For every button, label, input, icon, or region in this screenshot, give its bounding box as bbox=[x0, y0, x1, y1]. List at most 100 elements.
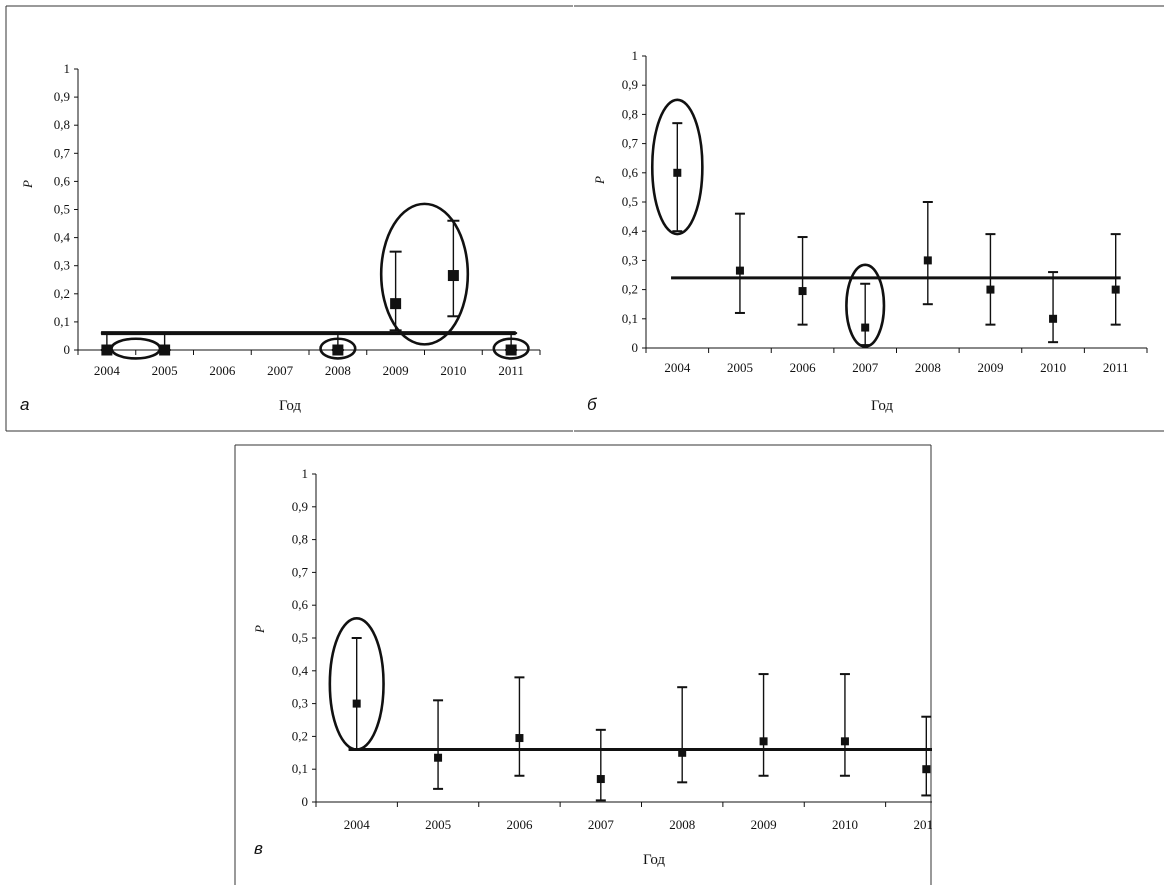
data-point bbox=[434, 753, 443, 762]
y-tick-label: 0,4 bbox=[622, 223, 639, 238]
x-tick-label: 2006 bbox=[506, 817, 533, 832]
y-tick-label: 0,1 bbox=[622, 311, 638, 326]
data-point bbox=[922, 765, 931, 774]
data-point bbox=[759, 737, 768, 746]
x-tick-label: 2008 bbox=[669, 817, 695, 832]
y-tick-label: 0,2 bbox=[622, 282, 638, 297]
x-tick-label: 2009 bbox=[751, 817, 777, 832]
y-tick-label: 0,3 bbox=[622, 252, 638, 267]
data-point bbox=[332, 344, 344, 356]
data-point bbox=[447, 270, 459, 282]
y-tick-label: 0,5 bbox=[54, 202, 70, 217]
panel-letter: а bbox=[20, 395, 29, 414]
highlight-ellipse bbox=[110, 337, 162, 360]
x-tick-label: 2006 bbox=[790, 360, 817, 375]
chart-panel-c: 0 0,1 0,2 0,3 0,4 0,5 0,6 0,7 0,8 0,9 1 2004 2005 200… bbox=[234, 444, 932, 886]
y-tick-label: 0,8 bbox=[622, 106, 638, 121]
data-point bbox=[505, 344, 517, 356]
y-tick-label: 0,3 bbox=[292, 696, 308, 711]
x-tick-label: 2005 bbox=[727, 360, 753, 375]
x-axis-title: Год bbox=[643, 852, 665, 868]
highlight-ellipse bbox=[650, 98, 704, 236]
x-tick-label: 2010 bbox=[832, 817, 858, 832]
data-point bbox=[840, 737, 849, 746]
x-tick-label: 2007 bbox=[588, 817, 615, 832]
y-tick-label: 0,6 bbox=[54, 173, 71, 188]
y-axis-title: P bbox=[592, 176, 607, 185]
data-point bbox=[1049, 314, 1058, 323]
data-point bbox=[861, 323, 870, 332]
data-point bbox=[678, 748, 687, 757]
data-point bbox=[390, 298, 402, 310]
y-tick-label: 0,7 bbox=[54, 145, 71, 160]
data-point bbox=[596, 775, 605, 784]
data-point bbox=[923, 256, 932, 265]
x-axis-title: Год bbox=[871, 398, 893, 414]
y-axis-title: P bbox=[20, 180, 35, 189]
y-tick-label: 0,9 bbox=[292, 499, 308, 514]
data-point bbox=[735, 266, 744, 275]
x-tick-label: 2011 bbox=[914, 817, 932, 832]
x-tick-label: 2007 bbox=[267, 363, 294, 378]
y-tick-label: 0,2 bbox=[54, 286, 70, 301]
x-tick-label: 2009 bbox=[977, 360, 1003, 375]
x-tick-label: 2004 bbox=[664, 360, 691, 375]
x-tick-label: 2010 bbox=[1040, 360, 1066, 375]
y-tick-label: 0 bbox=[632, 340, 639, 355]
highlight-ellipse bbox=[328, 617, 385, 751]
y-tick-label: 0 bbox=[302, 794, 309, 809]
x-tick-label: 2010 bbox=[440, 363, 466, 378]
y-tick-label: 0,6 bbox=[622, 165, 639, 180]
panel-letter: б bbox=[587, 395, 598, 414]
y-axis-title: P bbox=[252, 625, 267, 634]
x-tick-label: 2009 bbox=[383, 363, 409, 378]
x-tick-label: 2008 bbox=[325, 363, 351, 378]
highlight-ellipse bbox=[845, 263, 886, 348]
y-tick-label: 0,4 bbox=[54, 230, 71, 245]
y-tick-label: 0,1 bbox=[292, 761, 308, 776]
x-tick-label: 2006 bbox=[209, 363, 236, 378]
x-tick-label: 2005 bbox=[152, 363, 178, 378]
y-tick-label: 0,2 bbox=[292, 728, 308, 743]
highlight-ellipse bbox=[379, 202, 470, 346]
chart-svg-b: 0 0,1 0,2 0,3 0,4 0,5 0,6 0,7 0,8 0,9 1 2004 2005 200… bbox=[574, 5, 1164, 432]
y-tick-label: 0,5 bbox=[292, 630, 308, 645]
y-tick-label: 0,3 bbox=[54, 258, 70, 273]
y-tick-label: 0,5 bbox=[622, 194, 638, 209]
data-point bbox=[798, 287, 807, 296]
data-point bbox=[1111, 285, 1120, 294]
chart-svg-a: 0 0,1 0,2 0,3 0,4 0,5 0,6 0,7 0,8 0,9 1 2004 2005 200… bbox=[5, 5, 573, 432]
y-tick-label: 1 bbox=[302, 466, 309, 481]
y-tick-label: 1 bbox=[632, 48, 639, 63]
y-tick-label: 1 bbox=[64, 61, 71, 76]
highlight-ellipse bbox=[319, 337, 357, 360]
chart-panel-a: 0 0,1 0,2 0,3 0,4 0,5 0,6 0,7 0,8 0,9 1 2004 2005 200… bbox=[0, 0, 574, 433]
panel-letter: в bbox=[254, 839, 263, 858]
data-point bbox=[159, 344, 171, 356]
x-tick-label: 2004 bbox=[344, 817, 371, 832]
x-tick-label: 2005 bbox=[425, 817, 451, 832]
y-tick-label: 0,4 bbox=[292, 663, 309, 678]
y-tick-label: 0,6 bbox=[292, 597, 309, 612]
x-tick-label: 2004 bbox=[94, 363, 121, 378]
y-tick-label: 0,7 bbox=[292, 564, 309, 579]
x-tick-label: 2007 bbox=[852, 360, 879, 375]
x-tick-label: 2008 bbox=[915, 360, 941, 375]
y-tick-label: 0,1 bbox=[54, 314, 70, 329]
chart-svg-c: 0 0,1 0,2 0,3 0,4 0,5 0,6 0,7 0,8 0,9 1 2004 2005 200… bbox=[234, 444, 932, 885]
x-tick-label: 2011 bbox=[1103, 360, 1129, 375]
x-tick-label: 2011 bbox=[498, 363, 524, 378]
highlight-ellipse bbox=[492, 337, 530, 360]
y-tick-label: 0,9 bbox=[622, 77, 638, 92]
data-point bbox=[673, 168, 682, 177]
y-tick-label: 0,8 bbox=[54, 117, 70, 132]
y-tick-label: 0,9 bbox=[54, 89, 70, 104]
data-point bbox=[986, 285, 995, 294]
data-point bbox=[352, 699, 361, 708]
y-tick-label: 0,7 bbox=[622, 136, 639, 151]
chart-panel-b: 0 0,1 0,2 0,3 0,4 0,5 0,6 0,7 0,8 0,9 1 2004 2005 200… bbox=[574, 0, 1165, 433]
y-tick-label: 0,8 bbox=[292, 532, 308, 547]
x-axis-title: Год bbox=[279, 398, 301, 414]
data-point bbox=[515, 734, 524, 743]
data-point bbox=[101, 344, 113, 356]
